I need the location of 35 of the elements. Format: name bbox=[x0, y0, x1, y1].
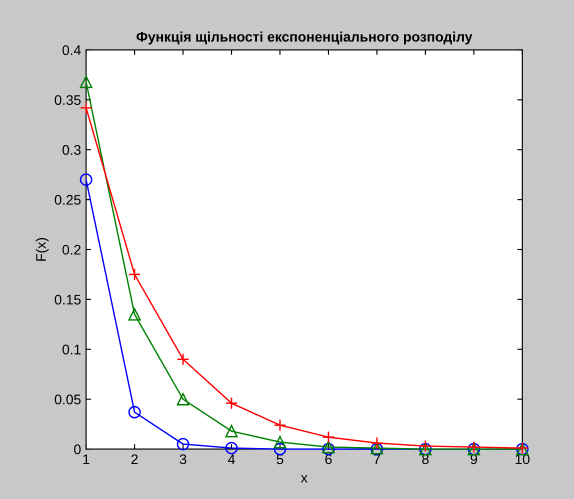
y-axis-title: F(x) bbox=[36, 238, 49, 261]
point bbox=[274, 418, 286, 432]
x-tick-label: 3 bbox=[180, 454, 186, 464]
chart-title: Функція щільності експоненціального розподілу bbox=[136, 32, 472, 44]
x-tick-label: 1 bbox=[83, 454, 90, 464]
y-tick-label: 0.2 bbox=[62, 244, 81, 255]
point bbox=[176, 438, 190, 450]
x-tick-label: 2 bbox=[131, 454, 138, 464]
point bbox=[176, 353, 190, 366]
point bbox=[322, 430, 335, 444]
y-tick-label: 0.25 bbox=[54, 194, 81, 205]
point bbox=[128, 406, 141, 418]
point bbox=[225, 424, 238, 438]
point bbox=[274, 436, 286, 448]
point bbox=[370, 436, 384, 450]
y-tick-label: 0.15 bbox=[54, 294, 81, 305]
x-tick-label: 4 bbox=[228, 454, 235, 464]
point bbox=[225, 442, 238, 454]
y-tick-label: 0.35 bbox=[54, 95, 81, 105]
point bbox=[80, 102, 92, 114]
point bbox=[80, 173, 92, 186]
point bbox=[176, 392, 190, 406]
point bbox=[274, 442, 286, 456]
point bbox=[419, 440, 432, 452]
y-tick-label: 0.1 bbox=[62, 344, 81, 354]
x-axis-title: x bbox=[300, 475, 308, 483]
y-tick-label: 0.4 bbox=[62, 45, 81, 56]
y-tick-label: 0 bbox=[74, 444, 81, 454]
point bbox=[128, 308, 141, 321]
y-tick-label: 0.05 bbox=[54, 394, 81, 404]
y-tick-label: 0.3 bbox=[62, 145, 81, 155]
point bbox=[225, 396, 238, 410]
point bbox=[80, 76, 92, 88]
point bbox=[128, 268, 141, 281]
x-tick-label: 6 bbox=[325, 454, 332, 464]
